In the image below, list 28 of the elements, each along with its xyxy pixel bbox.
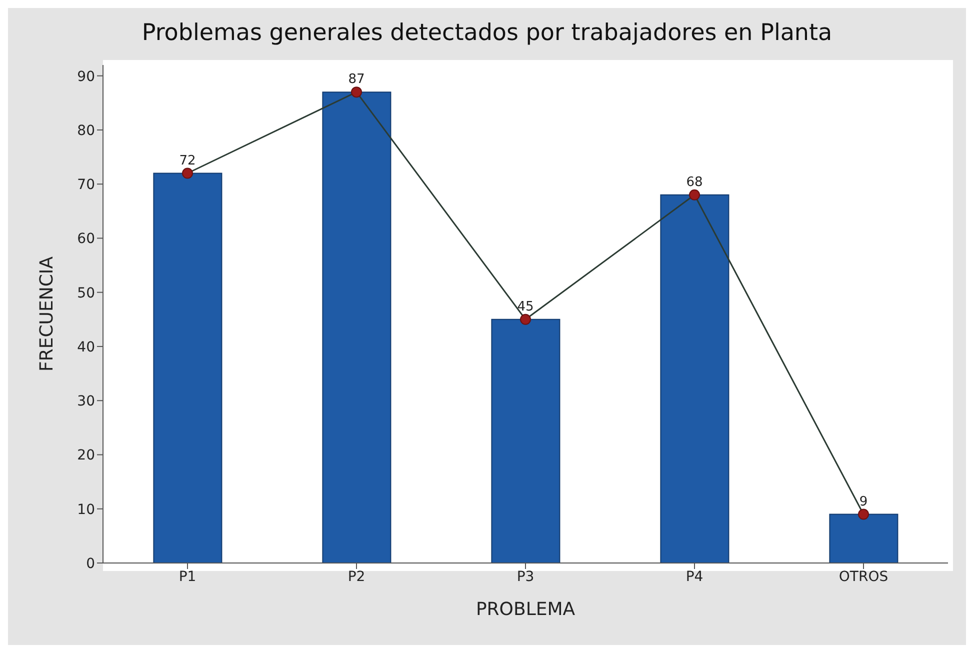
data-label: 87 [348,72,365,88]
y-tick-label: 60 [77,231,95,248]
x-tick-label: P3 [516,568,534,585]
y-tick-label: 80 [77,122,95,139]
data-label: 45 [517,299,534,314]
y-tick-label: 20 [77,448,95,464]
x-tick-label: P2 [348,568,366,585]
data-label: 68 [686,174,703,190]
y-tick-label: 10 [77,502,95,518]
x-tick-label: P1 [178,568,196,585]
y-tick-label: 90 [77,68,95,85]
data-label: 9 [859,494,868,510]
bar [322,92,392,563]
y-axis-title: FRECUENCIA [36,256,58,372]
bar [491,318,560,563]
bar [153,172,222,563]
x-axis-title: PROBLEMA [476,599,576,620]
chart-title: Problemas generales detectados por trabajadores en Planta [140,20,834,46]
y-tick-label: 40 [77,339,95,356]
y-tick-label: 50 [77,285,95,302]
y-tick-label: 0 [86,556,95,572]
bar [829,514,898,563]
x-tick-label: OTROS [838,568,888,585]
y-tick-label: 70 [77,177,95,194]
bar [660,194,730,563]
x-tick-label: P4 [686,568,704,585]
y-tick-label: 30 [77,394,95,410]
data-label: 72 [179,153,196,168]
